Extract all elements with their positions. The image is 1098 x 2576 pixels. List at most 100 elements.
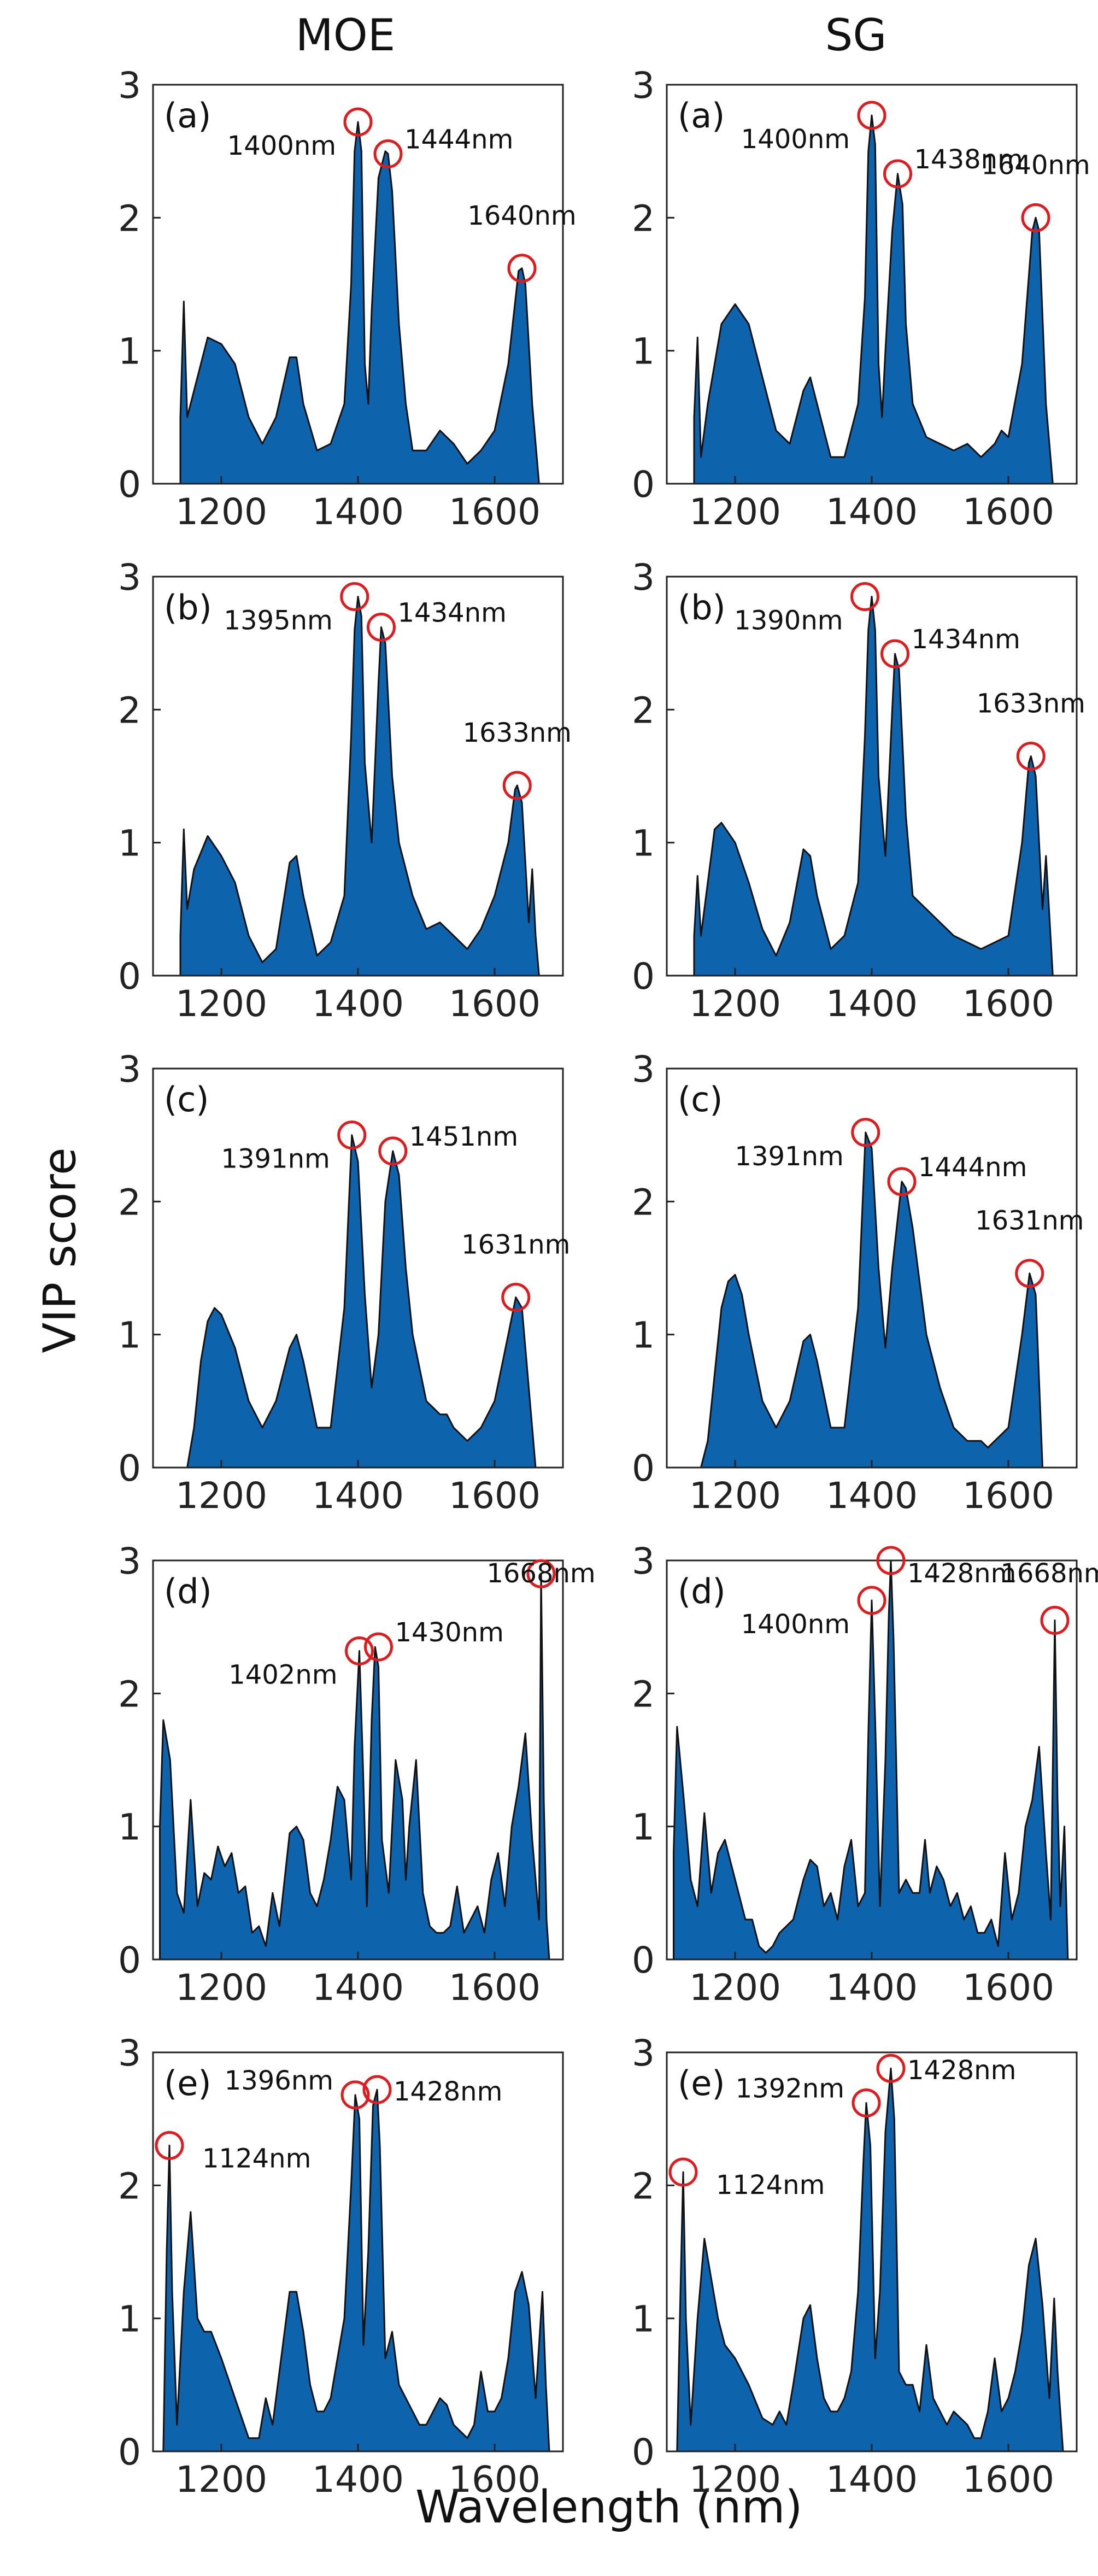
y-tick-label: 3 bbox=[632, 64, 655, 107]
y-tick-label: 2 bbox=[118, 197, 141, 239]
x-tick-label: 1200 bbox=[175, 1475, 267, 1517]
y-tick-label: 0 bbox=[632, 1939, 655, 1981]
peak-label: 1390nm bbox=[734, 606, 843, 636]
x-tick-label: 1400 bbox=[826, 983, 918, 1025]
y-tick-label: 0 bbox=[118, 1447, 141, 1489]
panel-label: (c) bbox=[678, 1079, 723, 1119]
y-tick-label: 1 bbox=[118, 1315, 141, 1357]
y-tick-label: 3 bbox=[632, 1540, 655, 1582]
x-tick-label: 1400 bbox=[312, 491, 404, 533]
x-tick-label: 1200 bbox=[175, 2458, 267, 2501]
x-tick-label: 1200 bbox=[689, 1475, 781, 1517]
y-tick-label: 1 bbox=[118, 1806, 141, 1849]
peak-marker bbox=[378, 1136, 408, 1166]
peak-marker bbox=[857, 1586, 886, 1615]
peak-marker bbox=[1021, 203, 1050, 232]
peak-label: 1668nm bbox=[486, 1558, 595, 1589]
vip-area-series bbox=[676, 2067, 1064, 2452]
peak-label: 1395nm bbox=[224, 606, 332, 636]
panel-label: (c) bbox=[164, 1079, 209, 1119]
peak-label: 1444nm bbox=[918, 1152, 1027, 1183]
y-tick-label: 1 bbox=[632, 1315, 655, 1357]
peak-label: 1392nm bbox=[736, 2073, 844, 2104]
y-tick-label: 3 bbox=[118, 556, 141, 598]
x-tick-label: 1200 bbox=[689, 491, 781, 533]
peak-marker bbox=[850, 582, 879, 611]
peak-marker bbox=[340, 582, 369, 611]
x-tick-label: 1200 bbox=[175, 983, 267, 1025]
peak-label: 1391nm bbox=[735, 1141, 843, 1172]
peak-marker bbox=[526, 1559, 556, 1588]
x-tick-label: 1400 bbox=[312, 1475, 404, 1517]
y-tick-label: 2 bbox=[632, 1673, 655, 1715]
vip-area-series bbox=[179, 121, 540, 485]
y-tick-label: 2 bbox=[118, 1181, 141, 1223]
y-tick-label: 0 bbox=[118, 2431, 141, 2473]
x-tick-label: 1400 bbox=[826, 1967, 918, 2009]
vip-area-series bbox=[673, 1559, 1069, 1961]
peak-marker bbox=[876, 2053, 906, 2083]
vip-area-series bbox=[693, 596, 1054, 977]
y-tick-label: 0 bbox=[118, 955, 141, 997]
panel-label: (d) bbox=[678, 1571, 726, 1611]
peak-label: 1434nm bbox=[398, 597, 507, 628]
y-tick-label: 3 bbox=[632, 556, 655, 598]
vip-area-series bbox=[693, 114, 1054, 485]
panel-label: (e) bbox=[164, 2063, 212, 2103]
y-tick-label: 2 bbox=[118, 1673, 141, 1715]
peak-marker bbox=[367, 612, 396, 642]
vip-area-series bbox=[700, 1131, 1043, 1469]
peak-marker bbox=[668, 2157, 698, 2187]
panel-label: (b) bbox=[678, 588, 726, 627]
peak-marker bbox=[337, 1120, 367, 1150]
x-tick-label: 1400 bbox=[826, 2458, 918, 2501]
y-tick-label: 3 bbox=[118, 2032, 141, 2074]
x-tick-label: 1600 bbox=[962, 2458, 1054, 2501]
panel-label: (a) bbox=[164, 96, 211, 136]
peak-label: 1430nm bbox=[395, 1617, 504, 1648]
x-tick-label: 1600 bbox=[962, 491, 1054, 533]
peak-marker bbox=[887, 1167, 917, 1196]
y-tick-label: 0 bbox=[632, 955, 655, 997]
peak-label: 1633nm bbox=[463, 718, 572, 748]
x-tick-label: 1600 bbox=[449, 983, 541, 1025]
peak-label: 1438nm bbox=[914, 144, 1023, 175]
peak-marker bbox=[362, 2075, 392, 2104]
y-tick-label: 0 bbox=[632, 1447, 655, 1489]
peak-marker bbox=[883, 159, 912, 189]
peak-marker bbox=[155, 2131, 184, 2160]
panel-label: (b) bbox=[164, 588, 212, 627]
peak-label: 1668nm bbox=[1000, 1558, 1098, 1589]
y-tick-label: 1 bbox=[118, 331, 141, 373]
y-tick-label: 2 bbox=[118, 2165, 141, 2207]
peak-label: 1391nm bbox=[221, 1144, 330, 1175]
y-tick-label: 2 bbox=[632, 2165, 655, 2207]
peak-label: 1631nm bbox=[461, 1230, 570, 1260]
peak-label: 1428nm bbox=[907, 1558, 1016, 1589]
peak-label: 1633nm bbox=[977, 689, 1085, 719]
x-tick-label: 1400 bbox=[312, 2458, 404, 2501]
x-tick-label: 1200 bbox=[689, 1967, 781, 2009]
peak-label: 1402nm bbox=[228, 1659, 337, 1690]
x-tick-label: 1400 bbox=[826, 491, 918, 533]
peak-marker bbox=[880, 639, 909, 668]
y-tick-label: 3 bbox=[632, 1048, 655, 1090]
peak-marker bbox=[851, 1118, 880, 1147]
x-tick-label: 1600 bbox=[962, 1475, 1054, 1517]
panel-label: (a) bbox=[678, 96, 725, 136]
y-tick-label: 3 bbox=[118, 1540, 141, 1582]
x-tick-label: 1600 bbox=[449, 491, 541, 533]
peak-label: 1428nm bbox=[907, 2055, 1016, 2086]
peak-marker bbox=[1040, 1606, 1070, 1635]
y-tick-label: 1 bbox=[632, 823, 655, 865]
y-tick-label: 3 bbox=[118, 1048, 141, 1090]
x-tick-label: 1600 bbox=[449, 1967, 541, 2009]
x-tick-label: 1400 bbox=[312, 1967, 404, 2009]
panel-label: (d) bbox=[164, 1571, 212, 1611]
peak-marker bbox=[345, 1636, 374, 1665]
peak-label: 1124nm bbox=[202, 2143, 311, 2174]
x-tick-label: 1600 bbox=[962, 1967, 1054, 2009]
y-tick-label: 2 bbox=[632, 197, 655, 239]
y-tick-label: 2 bbox=[632, 689, 655, 731]
